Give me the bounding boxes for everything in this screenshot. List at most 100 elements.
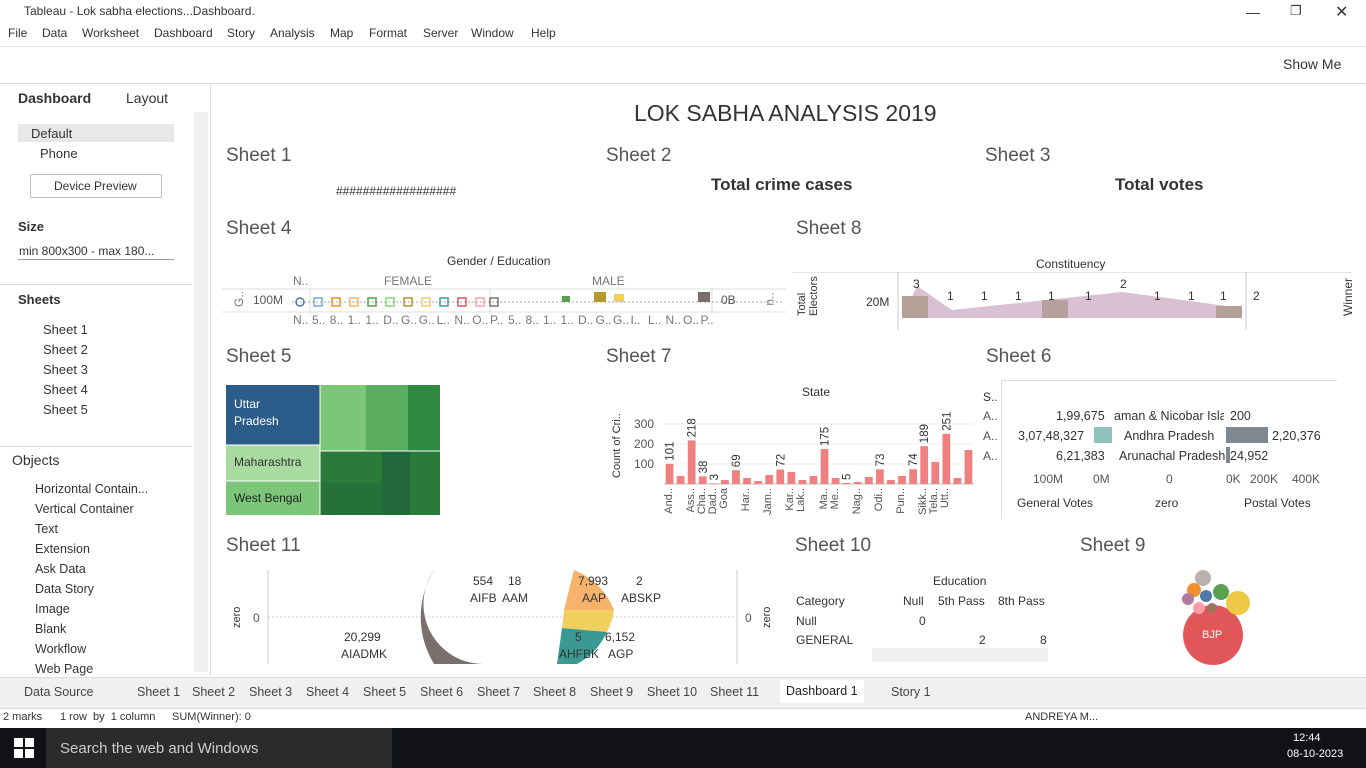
- category-label: 8..: [525, 313, 539, 327]
- start-button[interactable]: [14, 738, 34, 758]
- treemap-label: Uttar Pradesh: [234, 397, 279, 428]
- sheet-tab[interactable]: Sheet 2: [192, 685, 236, 699]
- data-label: 1: [1085, 289, 1092, 303]
- x-tick-label: Lak..: [795, 488, 808, 512]
- bar: [1226, 427, 1268, 443]
- sheet-item[interactable]: Sheet 3: [43, 362, 88, 377]
- panel-tab[interactable]: Dashboard: [18, 90, 92, 106]
- bar: [665, 463, 674, 484]
- donut-chart: [267, 570, 738, 664]
- object-item[interactable]: Web Page: [35, 662, 94, 676]
- sheet-tab[interactable]: Sheet 8: [533, 685, 577, 699]
- header: State: [802, 385, 831, 399]
- sheet-tab[interactable]: Sheet 11: [710, 685, 760, 699]
- menu-item[interactable]: Analysis: [270, 26, 315, 40]
- sheet-tab[interactable]: Sheet 10: [647, 685, 698, 699]
- sheet-tab[interactable]: Sheet 6: [420, 685, 464, 699]
- column-header: 5th Pass: [938, 594, 985, 608]
- object-item[interactable]: Extension: [35, 542, 90, 556]
- sheet-tab[interactable]: Sheet 7: [477, 685, 521, 699]
- sheet-tab[interactable]: Sheet 4: [306, 685, 350, 699]
- scrollbar[interactable]: [194, 112, 208, 672]
- bubble-label: BJP: [1202, 629, 1223, 641]
- tick-label: 0B: [721, 293, 736, 307]
- menu-item[interactable]: Dashboard: [154, 26, 213, 40]
- table-frame: [1001, 380, 1337, 519]
- menu-item[interactable]: Map: [330, 26, 354, 40]
- menu-item[interactable]: Format: [369, 26, 408, 40]
- category-label: 1..: [543, 313, 557, 327]
- tick-label: 0: [745, 611, 752, 625]
- bubble-chart: [1182, 570, 1250, 665]
- tick-label: 0K: [1226, 472, 1241, 486]
- sheet-tab[interactable]: Sheet 1: [137, 685, 181, 699]
- data-label: 38: [698, 461, 710, 474]
- column-header: Category: [796, 594, 845, 608]
- object-item[interactable]: Ask Data: [35, 562, 86, 576]
- sheet-tab[interactable]: Data Source: [24, 685, 94, 699]
- data-label: 3: [709, 474, 721, 480]
- bar: [953, 478, 962, 484]
- sheet-tab[interactable]: Sheet 3: [249, 685, 293, 699]
- sheet-tab[interactable]: Dashboard 1: [780, 680, 864, 703]
- sheet-item[interactable]: Sheet 1: [43, 322, 88, 337]
- object-item[interactable]: Workflow: [35, 642, 87, 656]
- search-box[interactable]: [46, 728, 392, 768]
- bar: [864, 477, 873, 484]
- menu-item[interactable]: Server: [423, 26, 459, 40]
- bar-chart: 100 200 300 101 218 383 69 72 175 5 73 74 189 251: [634, 412, 974, 485]
- device-preview-button[interactable]: Device Preview: [54, 179, 137, 193]
- column-header: 8th Pass: [998, 594, 1045, 608]
- bar: [754, 481, 762, 484]
- bar: [887, 480, 895, 484]
- tab-bar: [0, 677, 1366, 708]
- search-box[interactable]: Search the web and Windows: [60, 740, 259, 757]
- category-label: 5..: [312, 313, 326, 327]
- menu-item[interactable]: Data: [42, 26, 68, 40]
- size-dropdown[interactable]: min 800x300 - max 180...: [19, 244, 155, 258]
- category-label: I..: [630, 313, 641, 327]
- sheet-tab[interactable]: Sheet 5: [363, 685, 407, 699]
- object-item[interactable]: Image: [35, 602, 70, 616]
- status-text: 1 row by 1 column: [60, 711, 156, 723]
- size-dropdown[interactable]: [18, 259, 174, 260]
- object-item[interactable]: Vertical Container: [35, 502, 134, 516]
- sheet-item[interactable]: Sheet 4: [43, 382, 88, 397]
- object-item[interactable]: Blank: [35, 622, 67, 636]
- category-label: D..: [578, 313, 594, 327]
- data-label: 24,952: [1230, 449, 1269, 463]
- sheet-tab[interactable]: Story 1: [891, 685, 931, 699]
- close-button[interactable]: ✕: [1335, 4, 1349, 21]
- h-scrollbar[interactable]: [872, 648, 1048, 662]
- maximize-button[interactable]: ❐: [1290, 3, 1302, 18]
- device-option[interactable]: Phone: [40, 146, 78, 161]
- device-option[interactable]: Default: [31, 126, 73, 141]
- object-item[interactable]: Data Story: [35, 582, 95, 596]
- tick-label: 0: [253, 611, 260, 625]
- party-label: AIADMK: [341, 647, 388, 661]
- treemap: [226, 385, 440, 515]
- object-item[interactable]: Horizontal Contain...: [35, 482, 149, 496]
- data-label: 1: [1188, 289, 1195, 303]
- sheet-tab[interactable]: Sheet 9: [590, 685, 634, 699]
- data-label: 1: [1154, 289, 1161, 303]
- sheet-item[interactable]: Sheet 2: [43, 342, 88, 357]
- minimize-button[interactable]: —: [1246, 4, 1260, 20]
- panel-tab[interactable]: Layout: [126, 90, 169, 106]
- bar: [698, 476, 707, 484]
- menu-item[interactable]: File: [8, 26, 28, 40]
- menu-item[interactable]: Help: [531, 26, 556, 40]
- data-label: 175: [820, 427, 832, 446]
- device-preview-button[interactable]: [30, 174, 162, 198]
- user-menu[interactable]: ANDREYA M...: [1025, 711, 1099, 723]
- bar: [820, 449, 829, 484]
- show-me-button[interactable]: Show Me: [1283, 56, 1342, 72]
- row-label: A..: [983, 429, 998, 443]
- menu-item[interactable]: Window: [471, 26, 514, 40]
- x-tick-label: Nag..: [850, 488, 863, 515]
- object-item[interactable]: Text: [35, 522, 58, 536]
- menu-item[interactable]: Story: [227, 26, 256, 40]
- sheet-item[interactable]: Sheet 5: [43, 402, 88, 417]
- menu-item[interactable]: Worksheet: [82, 26, 140, 40]
- x-tick-label: Goa: [717, 488, 730, 509]
